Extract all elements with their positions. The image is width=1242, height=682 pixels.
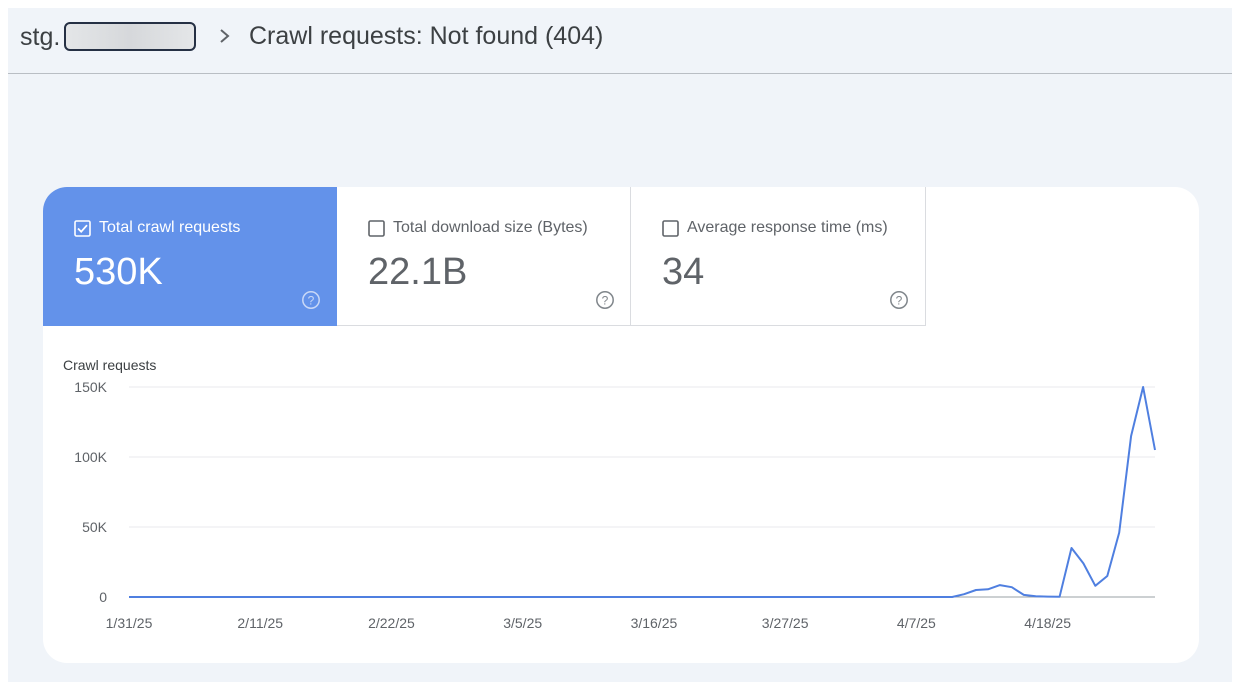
- metric-total-download-size[interactable]: Total download size (Bytes) 22.1B ?: [337, 187, 631, 326]
- search-console-page: stg. Crawl requests: Not found (404) Tot…: [8, 8, 1232, 682]
- breadcrumb-bar: stg. Crawl requests: Not found (404): [8, 8, 1232, 74]
- chart-y-tick-label: 100K: [74, 449, 107, 465]
- checkbox-empty-icon[interactable]: [662, 220, 679, 237]
- chart-x-ticks: 1/31/25 2/11/25 2/22/25 3/5/25 3/16/25 3/27/2…: [106, 615, 1072, 631]
- help-icon[interactable]: ?: [301, 290, 321, 310]
- chart-x-tick-label: 4/18/25: [1024, 615, 1071, 631]
- chart-y-ticks: 0 50K 100K 150K: [74, 379, 107, 605]
- chart-y-axis-title: Crawl requests: [63, 357, 156, 373]
- crawl-requests-chart: Crawl requests 0 50K 100K 150K 1/31/25 2/11/…: [63, 357, 1156, 631]
- chart-x-tick-label: 3/27/25: [762, 615, 809, 631]
- help-icon[interactable]: ?: [595, 290, 615, 310]
- chart-gridlines: [129, 386, 1155, 598]
- page-title: Crawl requests: Not found (404): [249, 22, 604, 50]
- metric-value: 34: [662, 251, 705, 293]
- chart-x-tick-label: 2/22/25: [368, 615, 415, 631]
- site-name-redacted[interactable]: [64, 22, 196, 51]
- svg-text:?: ?: [896, 293, 903, 307]
- metric-average-response-time[interactable]: Average response time (ms) 34 ?: [631, 187, 926, 326]
- checkbox-empty-icon[interactable]: [368, 220, 385, 237]
- chart-x-tick-label: 3/16/25: [631, 615, 678, 631]
- chart-x-tick-label: 4/7/25: [897, 615, 936, 631]
- metric-value: 530K: [74, 251, 163, 293]
- site-name-prefix[interactable]: stg.: [20, 23, 61, 51]
- chart-series: [129, 386, 1156, 598]
- metric-label: Average response time (ms): [687, 219, 888, 236]
- metric-value: 22.1B: [368, 251, 468, 293]
- chevron-right-icon: [220, 29, 230, 43]
- svg-text:?: ?: [602, 293, 609, 307]
- chart-y-tick-label: 0: [99, 589, 107, 605]
- chart-y-tick-label: 50K: [82, 519, 108, 535]
- metric-label: Total crawl requests: [99, 219, 241, 236]
- metric-label: Total download size (Bytes): [393, 219, 588, 236]
- report-card: Total crawl requests 530K ? Total downlo…: [43, 187, 1199, 663]
- checkbox-checked-icon[interactable]: [74, 220, 91, 237]
- chart-y-tick-label: 150K: [74, 379, 107, 395]
- help-icon[interactable]: ?: [889, 290, 909, 310]
- chart-x-tick-label: 1/31/25: [106, 615, 153, 631]
- chart-x-tick-label: 3/5/25: [503, 615, 542, 631]
- metric-total-crawl-requests[interactable]: Total crawl requests 530K ?: [43, 187, 337, 326]
- chart-series-line-crawl-requests: [129, 386, 1156, 598]
- chart-x-tick-label: 2/11/25: [237, 615, 283, 631]
- svg-text:?: ?: [308, 293, 315, 307]
